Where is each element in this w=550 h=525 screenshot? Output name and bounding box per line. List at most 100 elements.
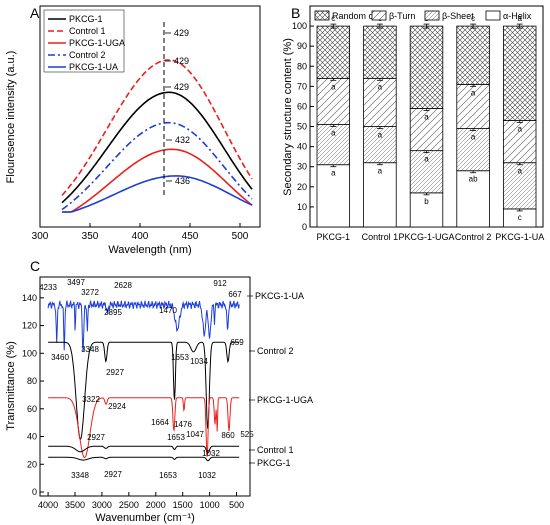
significance-letter: a bbox=[517, 125, 522, 134]
panel-letter-b: B bbox=[291, 5, 300, 21]
x-tick-label-a: 350 bbox=[82, 231, 99, 242]
ftir-peak-label: 1034 bbox=[190, 357, 208, 366]
ftir-trace-control-1 bbox=[48, 445, 240, 454]
y-tick-label-b: 20 bbox=[297, 182, 307, 192]
ftir-peak-label: 3272 bbox=[81, 288, 99, 297]
ftir-trace-pkcg-1-ua bbox=[47, 299, 240, 352]
bar-segment-turn bbox=[456, 83, 490, 129]
significance-letter: a bbox=[517, 14, 522, 23]
ftir-peak-label: 1032 bbox=[202, 449, 220, 458]
peak-annotation: 429 bbox=[174, 56, 189, 66]
y-tick-label-b: 30 bbox=[297, 162, 307, 172]
legend-swatch-b bbox=[371, 10, 387, 21]
y-tick-label-c: 80 bbox=[27, 376, 37, 386]
series-name-label: Control 2 bbox=[257, 346, 294, 356]
ftir-peak-label: 860 bbox=[221, 431, 235, 440]
y-axis-label-a: Flouresence intensity (a.u.) bbox=[5, 51, 17, 184]
peak-annotation: 429 bbox=[174, 82, 189, 92]
y-tick-label-b: 90 bbox=[297, 41, 307, 51]
category-label: PKCG-1 bbox=[317, 232, 351, 242]
panel-c-ftir-spectra: 4000 3500 3000 2500 2000 1500 1000 500 0 20 40 60 80… bbox=[5, 276, 313, 524]
ftir-peak-label: 667 bbox=[228, 290, 242, 299]
x-tick-label-a: 450 bbox=[182, 231, 199, 242]
ftir-peak-label: 2895 bbox=[104, 308, 122, 317]
plot-frame-c bbox=[39, 276, 251, 497]
x-axis-label-c: Wavenumber (cm⁻¹) bbox=[95, 512, 195, 524]
ftir-peak-label: 2628 bbox=[114, 281, 132, 290]
y-axis-label-b: Secondary structure content (%) bbox=[282, 38, 294, 196]
ftir-peak-label: 4233 bbox=[39, 283, 57, 292]
spectrum-line-control-2 bbox=[61, 121, 253, 211]
y-tick-label-b: 0 bbox=[302, 222, 307, 232]
significance-letter: c bbox=[331, 14, 335, 23]
significance-letter: a bbox=[378, 82, 383, 91]
bar-segment-helix bbox=[409, 192, 444, 228]
series-name-label: PKCG-1-UGA bbox=[257, 395, 313, 405]
x-tick-label-c: 2000 bbox=[146, 500, 166, 510]
y-tick-label-c: 100 bbox=[22, 348, 37, 358]
legend-swatch-b bbox=[424, 10, 440, 21]
significance-letter: c bbox=[471, 14, 475, 23]
ftir-peak-label: 1653 bbox=[167, 433, 185, 442]
legend-label-a: Control 1 bbox=[69, 26, 106, 36]
x-tick-label-c: 4000 bbox=[38, 500, 58, 510]
significance-letter: b bbox=[424, 197, 429, 206]
x-tick-label-c: 3500 bbox=[65, 500, 85, 510]
category-label: Control 2 bbox=[455, 232, 492, 242]
panel-letter-c: C bbox=[30, 258, 40, 274]
legend-label-a: PKCG-1 bbox=[69, 14, 103, 24]
peak-annotation: 432 bbox=[175, 135, 190, 145]
legend-label-a: PKCG-1-UA bbox=[69, 62, 118, 72]
panel-a-line-chart: 300 350 400 450 500 429 429 429 432 436 PKCG-1 Co… bbox=[5, 5, 261, 256]
legend-swatch-b bbox=[485, 10, 501, 21]
y-tick-label-b: 10 bbox=[297, 202, 307, 212]
y-tick-label-b: 100 bbox=[292, 21, 307, 31]
bar-segment-sheet bbox=[363, 126, 397, 164]
significance-letter: ab bbox=[469, 175, 478, 184]
legend-label-b: β-Turn bbox=[389, 11, 415, 21]
bar-segment-turn bbox=[363, 77, 397, 127]
panel-b-stacked-bar-chart: 0 10 20 30 40 50 60 70 80 90 100 a a a c PKCG-1 a a a c Con… bbox=[282, 5, 544, 242]
ftir-peak-label: 1476 bbox=[174, 420, 192, 429]
ftir-peak-label: 3348 bbox=[71, 471, 89, 480]
significance-letter: a bbox=[331, 169, 336, 178]
ftir-peak-label: 3497 bbox=[67, 278, 85, 287]
x-tick-label-c: 2500 bbox=[119, 500, 139, 510]
bar-segment-helix bbox=[456, 170, 490, 228]
significance-letter: a bbox=[378, 167, 383, 176]
bar-segment-sheet bbox=[456, 128, 490, 172]
ftir-peak-label: 1653 bbox=[171, 353, 189, 362]
y-tick-label-b: 60 bbox=[297, 101, 307, 111]
significance-letter: a bbox=[424, 112, 429, 121]
bar-segment-coil bbox=[316, 25, 351, 79]
significance-letter: a bbox=[378, 131, 383, 140]
ftir-peak-label: 3322 bbox=[82, 395, 100, 404]
ftir-trace-control-2 bbox=[48, 341, 240, 441]
legend-label-a: Control 2 bbox=[69, 50, 106, 60]
x-tick-label-a: 300 bbox=[32, 231, 49, 242]
ftir-trace-pkcg-1-uga bbox=[48, 397, 240, 459]
bar-segment-sheet bbox=[409, 150, 444, 194]
bar-segment-turn bbox=[502, 120, 537, 164]
x-tick-label-a: 400 bbox=[132, 231, 149, 242]
y-tick-label-c: 60 bbox=[27, 404, 37, 414]
bar-segment-turn bbox=[409, 108, 444, 152]
spectrum-line-pkcg-1-ua bbox=[62, 175, 253, 213]
ftir-peak-label: 2927 bbox=[104, 470, 122, 479]
bar-segment-coil bbox=[502, 25, 537, 121]
significance-letter: a bbox=[424, 155, 429, 164]
y-tick-label-c: 120 bbox=[22, 321, 37, 331]
category-label: PKCG-1-UA bbox=[495, 232, 544, 242]
ftir-peak-label: 1032 bbox=[198, 471, 216, 480]
ftir-peak-label: 1653 bbox=[159, 471, 177, 480]
ftir-peak-label: 3460 bbox=[51, 353, 69, 362]
ftir-peak-label: 1664 bbox=[151, 418, 169, 427]
ftir-peak-label: 3348 bbox=[81, 345, 99, 354]
legend-label-a: PKCG-1-UGA bbox=[69, 38, 125, 48]
x-tick-label-c: 3000 bbox=[92, 500, 112, 510]
significance-letter: a bbox=[471, 88, 476, 97]
y-axis-label-c: Transmittance (%) bbox=[5, 341, 17, 430]
ftir-peak-label: 1047 bbox=[186, 430, 204, 439]
y-tick-label-b: 50 bbox=[297, 122, 307, 132]
